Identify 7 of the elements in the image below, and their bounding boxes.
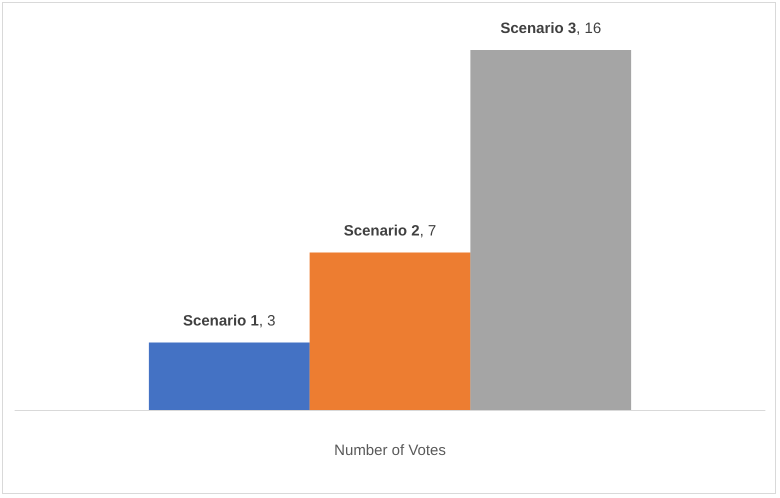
data-label: , 16	[576, 20, 602, 37]
series-label: Scenario 1	[182, 312, 259, 330]
x-axis-title: Number of Votes	[334, 442, 446, 459]
series-label: Scenario 2	[344, 222, 420, 240]
series-label: Scenario 3	[500, 20, 576, 37]
data-label: , 7	[420, 222, 436, 240]
data-label: , 3	[258, 312, 276, 330]
